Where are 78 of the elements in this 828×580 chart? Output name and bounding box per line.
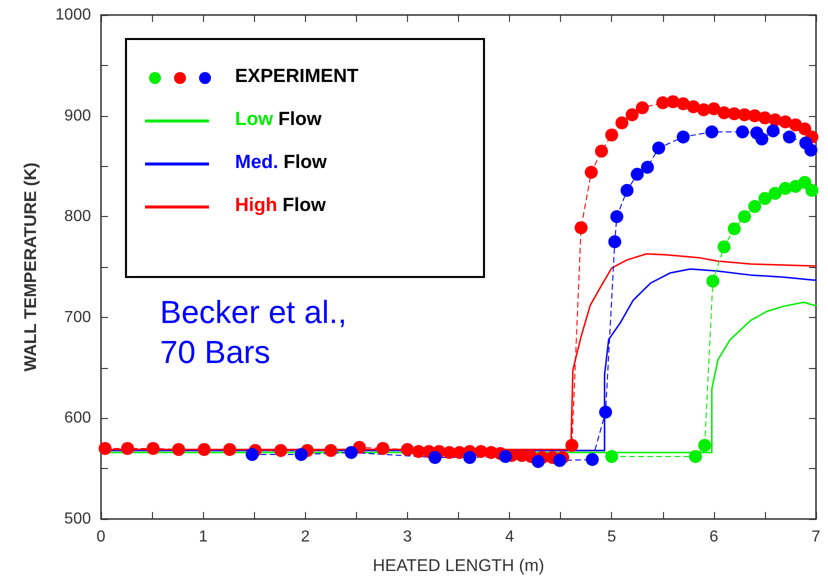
y-tick-label: 900 xyxy=(64,107,92,124)
point xyxy=(574,221,588,234)
point xyxy=(728,222,741,236)
point xyxy=(615,116,628,130)
point xyxy=(553,454,566,468)
point xyxy=(146,442,160,455)
point xyxy=(620,184,634,197)
point xyxy=(532,455,545,468)
point xyxy=(608,235,622,248)
point xyxy=(246,448,259,461)
y-tick-label: 700 xyxy=(64,308,92,326)
point xyxy=(274,444,288,457)
point xyxy=(605,128,618,142)
point xyxy=(223,442,236,456)
point xyxy=(98,442,112,455)
point xyxy=(584,166,598,179)
y-tick-label: 800 xyxy=(64,208,92,226)
point xyxy=(376,442,390,455)
point xyxy=(172,442,186,456)
point xyxy=(640,160,654,174)
legend-label: EXPERIMENT xyxy=(235,66,359,87)
y-tick-label: 1000 xyxy=(55,6,92,24)
point xyxy=(652,142,666,155)
point xyxy=(706,274,720,288)
y-tick-label: 600 xyxy=(64,410,92,427)
point xyxy=(707,102,720,116)
x-tick-label: 0 xyxy=(96,528,106,546)
point xyxy=(344,446,358,459)
point xyxy=(636,101,649,114)
x-tick-label: 1 xyxy=(198,528,208,546)
point xyxy=(630,168,644,181)
point xyxy=(736,125,749,138)
legend-label: High Flow xyxy=(235,195,326,216)
point xyxy=(121,442,134,455)
point xyxy=(798,122,812,136)
point xyxy=(676,130,690,144)
point xyxy=(738,210,751,224)
point xyxy=(595,144,608,158)
point xyxy=(198,442,211,456)
point xyxy=(400,442,414,456)
point xyxy=(686,100,700,114)
point xyxy=(599,406,612,419)
point xyxy=(718,240,731,254)
x-tick-label: 7 xyxy=(812,528,821,546)
point xyxy=(688,450,702,463)
point xyxy=(565,438,578,452)
x-tick-label: 5 xyxy=(607,528,616,546)
point xyxy=(705,125,718,138)
y-tick-label: 500 xyxy=(64,510,92,528)
x-tick-label: 6 xyxy=(709,528,718,546)
legend-label: Low Flow xyxy=(235,109,322,130)
point xyxy=(698,438,712,452)
point xyxy=(768,186,782,200)
point xyxy=(798,176,812,189)
x-tick-label: 3 xyxy=(402,528,412,546)
point xyxy=(748,200,762,214)
y-axis-title: WALL TEMPERATURE (K) xyxy=(21,162,40,372)
legend-label: Med. Flow xyxy=(235,152,328,173)
point xyxy=(782,130,796,144)
x-tick-label: 2 xyxy=(300,528,310,546)
point xyxy=(805,184,818,197)
point xyxy=(610,210,624,224)
x-tick-label: 4 xyxy=(505,528,514,546)
point xyxy=(463,451,476,464)
point xyxy=(586,453,599,466)
point xyxy=(428,451,442,464)
point xyxy=(676,97,690,110)
point xyxy=(324,444,338,457)
point xyxy=(755,132,768,146)
point xyxy=(766,124,780,138)
point xyxy=(626,108,639,122)
point xyxy=(804,144,818,157)
x-axis-title: HEATED LENGTH (m) xyxy=(372,556,544,575)
point xyxy=(758,192,772,205)
point xyxy=(499,450,512,463)
point xyxy=(605,450,618,463)
annotation: Becker et al., 70 Bars xyxy=(160,294,347,370)
point xyxy=(294,448,308,461)
